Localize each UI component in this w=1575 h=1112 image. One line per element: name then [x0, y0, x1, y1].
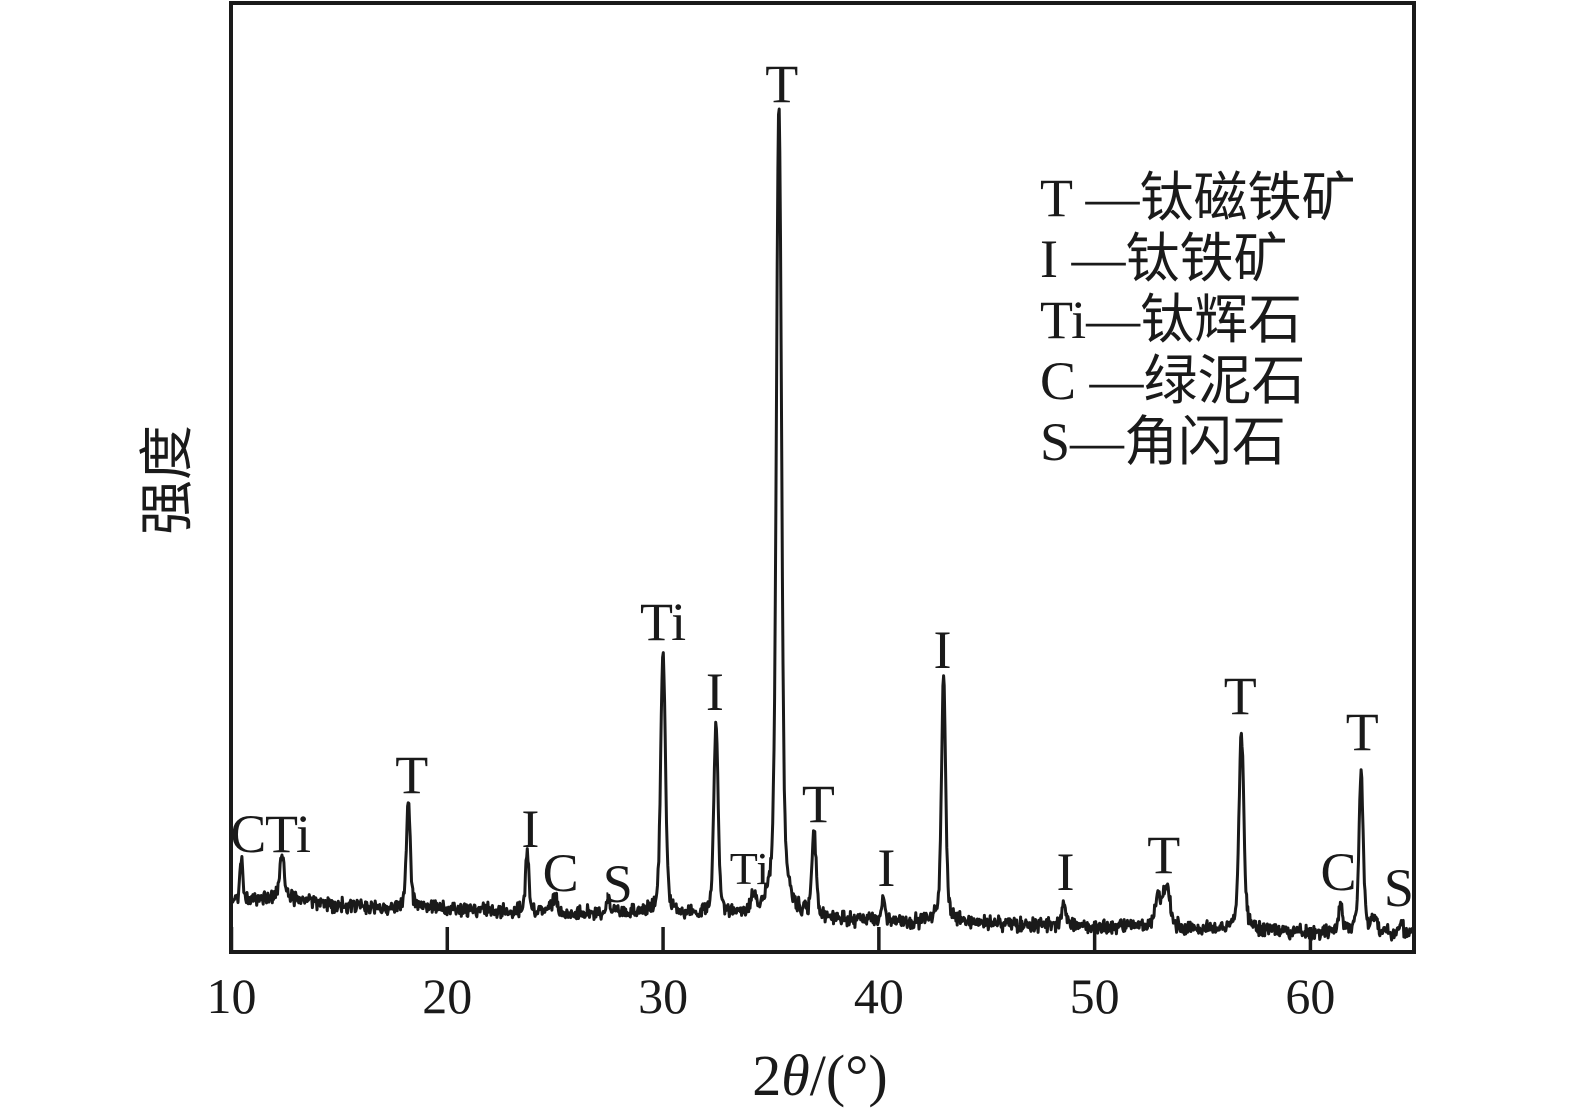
legend-mineral-name: 绿泥石: [1143, 351, 1306, 411]
legend-mineral-name: 角闪石: [1124, 412, 1287, 472]
x-axis-title: 2θ/(°): [752, 1043, 887, 1108]
legend-item-T: T —钛磁铁矿: [1040, 168, 1356, 229]
legend-mineral-name: 钛辉石: [1140, 290, 1303, 350]
peak-label-T-53.35: T: [1147, 825, 1180, 885]
peak-label-S-64.2: S: [1384, 858, 1414, 918]
x-tick-label-30: 30: [638, 968, 688, 1024]
peak-label-T-62.35: T: [1346, 702, 1379, 762]
x-axis-title-suffix: /(°): [810, 1043, 888, 1108]
legend-mineral-name: 钛铁矿: [1125, 229, 1288, 289]
peak-label-Ti-12.35: Ti: [265, 804, 311, 864]
peak-label-T-35.37: T: [765, 54, 798, 114]
x-axis-title-prefix: 2: [752, 1043, 781, 1108]
x-tick-label-50: 50: [1070, 968, 1120, 1024]
x-axis-ticks: [229, 927, 1313, 950]
legend-mineral-name: 钛磁铁矿: [1139, 168, 1356, 228]
peak-label-I-43: I: [934, 620, 952, 680]
x-tick-label-10: 10: [207, 968, 257, 1024]
legend-item-C: C —绿泥石: [1040, 351, 1356, 412]
peak-label-Ti-34.2: Ti: [730, 843, 769, 894]
legend-symbol: S—: [1040, 412, 1125, 472]
x-tick-labels: 10 20 30 40 50 60: [207, 968, 1336, 1024]
peak-label-T-18.2: T: [395, 745, 428, 805]
peak-label-T-56.8: T: [1224, 666, 1257, 726]
y-axis-title: 强度: [137, 425, 198, 535]
peak-label-I-40.2: I: [877, 838, 895, 898]
x-tick-label-60: 60: [1285, 968, 1335, 1024]
xrd-trace: [231, 107, 1416, 942]
theta-symbol: θ: [781, 1043, 810, 1108]
peak-label-I-23.7: I: [521, 799, 539, 859]
legend-item-I: I —钛铁矿: [1040, 229, 1356, 290]
plot-border: [229, 1, 1416, 954]
legend-symbol: Ti—: [1040, 290, 1141, 350]
legend-symbol: C —: [1040, 351, 1144, 411]
x-tick-label-40: 40: [854, 968, 904, 1024]
peak-label-I-48.6: I: [1057, 842, 1075, 902]
peak-label-I-32.45: I: [706, 662, 724, 722]
peak-label-S-27.5: S: [603, 854, 633, 914]
peak-label-C-25: C: [543, 843, 579, 903]
legend-symbol: I —: [1040, 229, 1126, 289]
peak-label-T-37: T: [802, 774, 835, 834]
x-tick-label-20: 20: [422, 968, 472, 1024]
legend-item-Ti: Ti—钛辉石: [1040, 290, 1356, 351]
legend-item-S: S—角闪石: [1040, 412, 1356, 473]
peak-label-C-10.45: C: [230, 804, 266, 864]
peak-label-Ti-30: Ti: [640, 592, 686, 652]
peak-label-C-61.4: C: [1320, 842, 1356, 902]
legend: T —钛磁铁矿 I —钛铁矿 Ti—钛辉石 C —绿泥石 S—角闪石: [1040, 168, 1356, 473]
legend-symbol: T —: [1040, 168, 1140, 228]
